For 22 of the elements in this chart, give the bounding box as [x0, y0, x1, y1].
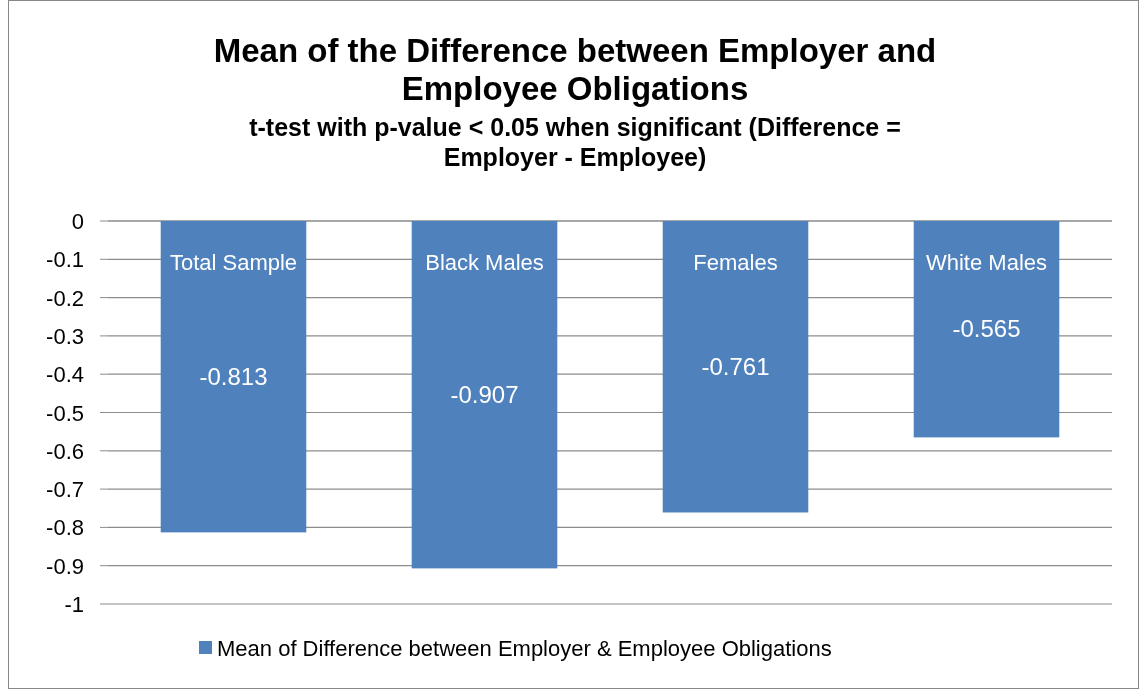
y-tick-label: -0.4: [46, 362, 84, 388]
data-label: -0.813: [199, 362, 268, 390]
data-label: -0.761: [701, 352, 770, 380]
x-tick-label: Females: [693, 250, 778, 275]
x-tick-label: Total Sample: [169, 250, 298, 275]
chart-title: Mean of the Difference between Employer and Employee Obligations: [213, 32, 937, 107]
y-tick-label: -0.1: [46, 247, 84, 273]
y-tick-label: -0.2: [46, 285, 84, 311]
data-label: -0.565: [952, 315, 1021, 343]
y-tick-label: -0.6: [46, 438, 84, 464]
data-label: -0.907: [450, 380, 519, 408]
y-tick-label: -0.5: [46, 400, 84, 426]
y-tick-label: -0.8: [46, 515, 84, 541]
x-tick-label: Black Males: [425, 250, 544, 275]
chart-subtitle: t-test with p-value < 0.05 when significant (Difference = Employer - Employee): [249, 113, 901, 171]
legend-label: Mean of Difference between Employer & Employee Obligations: [217, 636, 832, 661]
y-tick-label: -0.3: [46, 323, 84, 349]
x-tick-label: White Males: [925, 250, 1048, 275]
y-tick-label: -0.7: [46, 477, 84, 503]
y-tick-label: -1: [64, 592, 84, 617]
y-tick-label: -0.9: [46, 553, 84, 579]
y-tick-label: 0: [71, 209, 84, 234]
